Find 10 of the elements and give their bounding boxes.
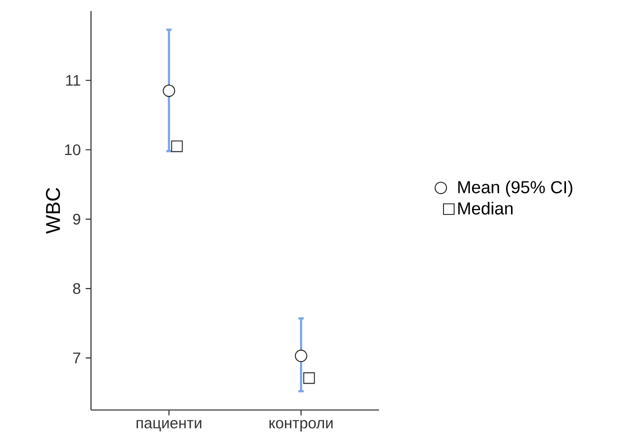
x-tick-label: пациенти [136,420,202,432]
legend-label: Mean (95% CI) [458,180,572,197]
x-tick-label: контроли [270,420,333,432]
y-tick-label: 11 [66,75,80,86]
y-tick-label: 8 [73,283,80,294]
y-tick-label: 10 [65,144,80,156]
y-tick-label: 9 [73,214,80,225]
y-axis-title: WBC [46,188,60,234]
y-tick-label: 7 [73,352,80,364]
legend-label: Median [458,202,513,215]
